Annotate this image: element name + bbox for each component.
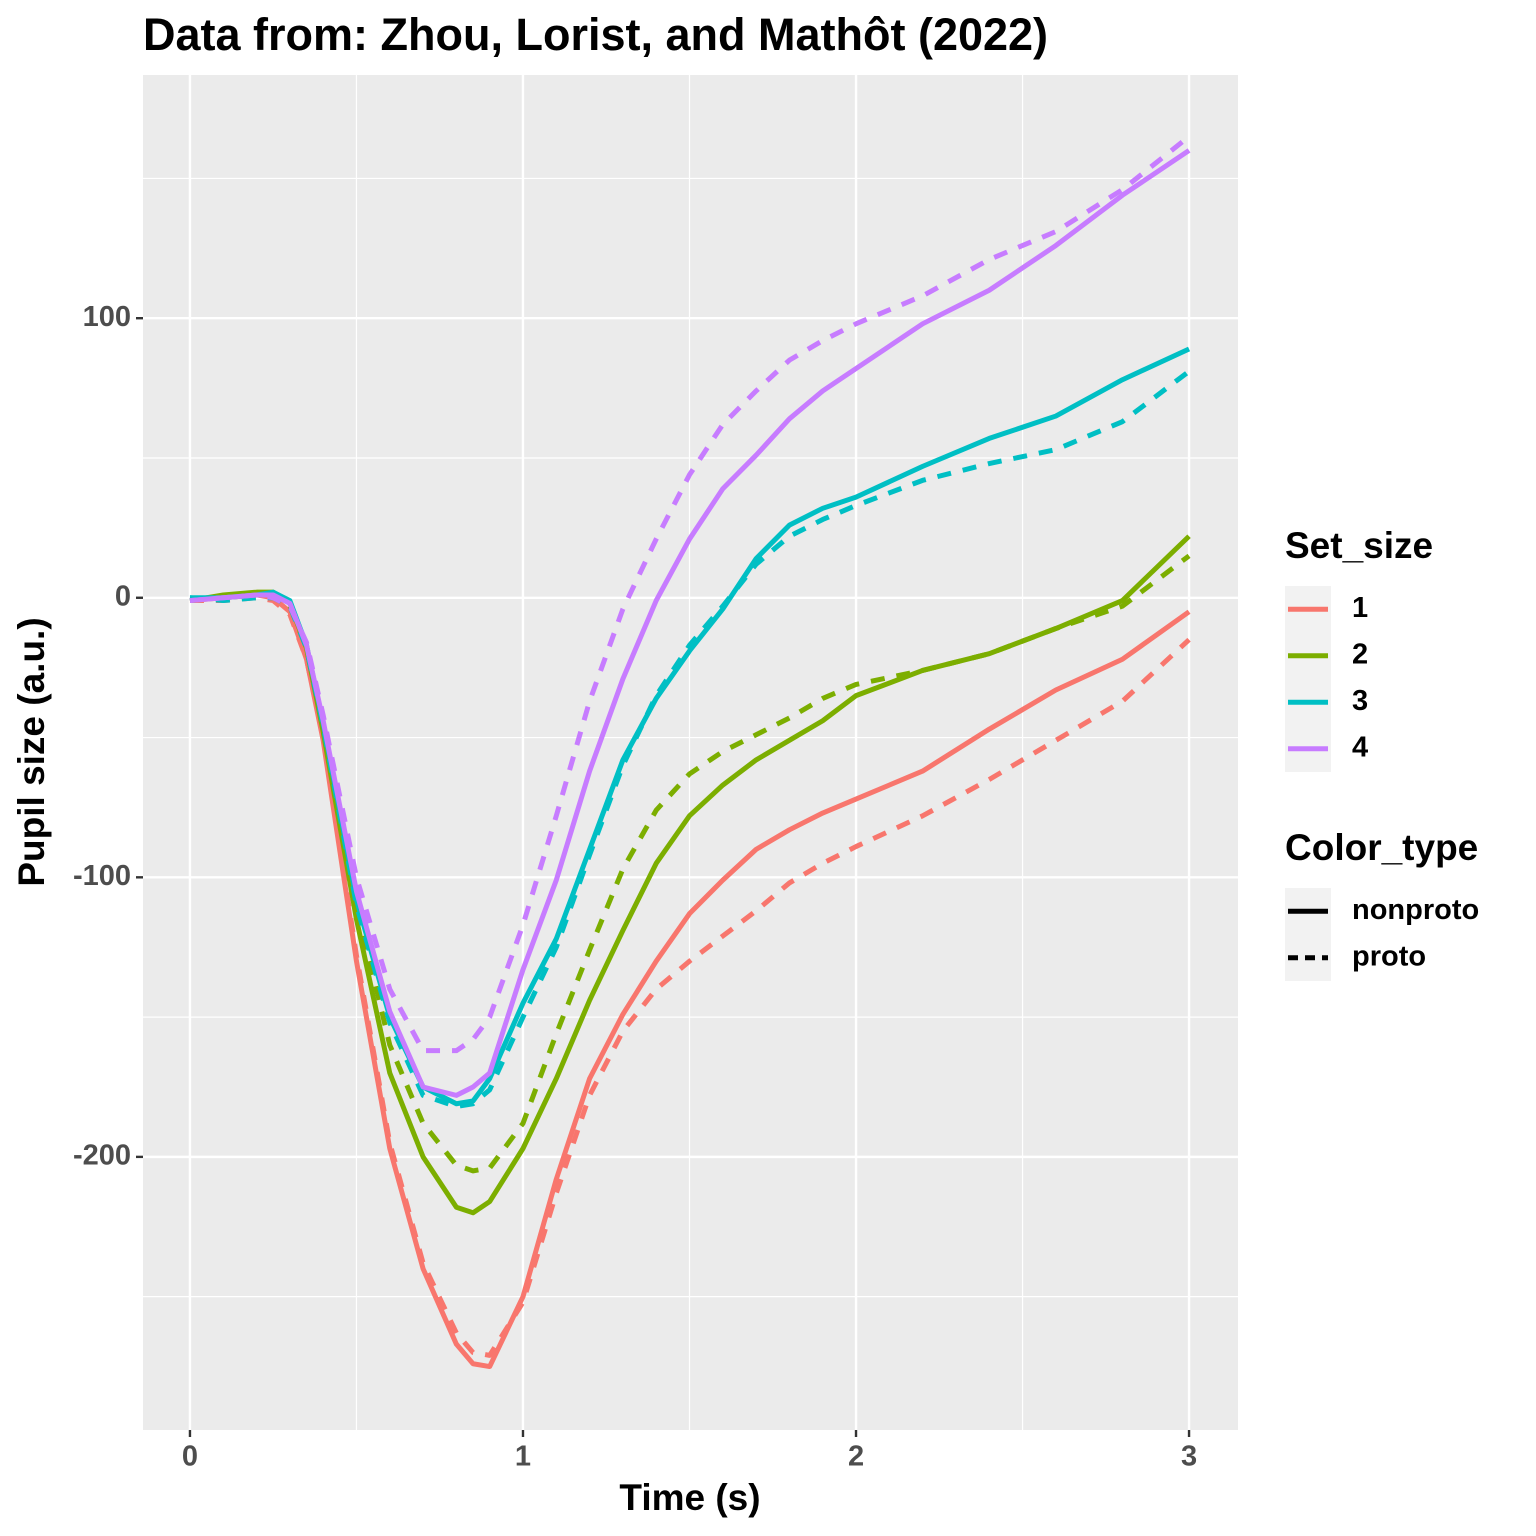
x-tick-label: 1 (515, 1441, 531, 1473)
legend-title: Color_type (1285, 827, 1478, 868)
chart-title: Data from: Zhou, Lorist, and Mathôt (202… (143, 9, 1048, 60)
y-axis-title: Pupil size (a.u.) (11, 617, 52, 886)
legend-label: proto (1352, 940, 1426, 972)
plot-panel (143, 75, 1238, 1430)
x-tick-label: 3 (1181, 1441, 1197, 1473)
legend-label: 1 (1352, 592, 1368, 624)
series-line (189, 148, 1191, 1098)
y-tick-label: 100 (83, 301, 131, 333)
legend-label: 3 (1352, 685, 1368, 717)
y-tick-label: -200 (73, 1140, 131, 1172)
y-tick-label: -100 (73, 860, 131, 892)
series-line (189, 134, 1191, 1054)
legend-key-background (1285, 888, 1331, 981)
x-tick-label: 0 (182, 1441, 198, 1473)
series-line (189, 595, 1191, 1358)
legend-label: 4 (1352, 731, 1368, 763)
legend-title: Set_size (1285, 525, 1433, 566)
legend-key-background (1285, 586, 1331, 772)
legend-label: 2 (1352, 638, 1368, 670)
y-tick-label: 0 (115, 580, 131, 612)
legend-label: nonproto (1352, 894, 1479, 926)
x-tick-label: 2 (848, 1441, 864, 1473)
x-axis-title: Time (s) (619, 1477, 760, 1518)
